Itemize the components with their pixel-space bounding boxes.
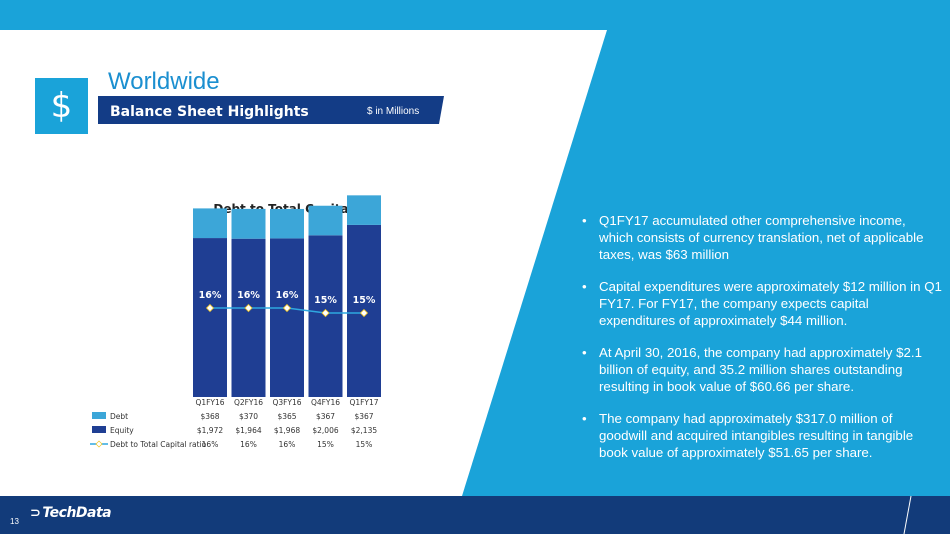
footer-divider-line (903, 495, 912, 534)
blue-top-strip (0, 0, 950, 30)
ratio-data-label: 16% (276, 290, 299, 301)
page-title: Worldwide (108, 68, 220, 95)
debt-table-value: $367 (354, 412, 373, 421)
ratio-point-marker (244, 303, 253, 313)
ratio-point-marker (282, 303, 292, 313)
section-subtitle: Balance Sheet Highlights (110, 104, 309, 120)
debt-bar (308, 205, 343, 236)
legend-key-ratio-marker (95, 440, 103, 448)
bullet-item: The company had approximately $317.0 mil… (582, 410, 942, 461)
category-tick-label: Q2FY16 (234, 398, 263, 407)
debt-table-value: $370 (239, 412, 258, 421)
debt-bar (347, 195, 381, 225)
debt-bar (231, 208, 266, 239)
ratio-table-value: 16% (240, 440, 257, 449)
logo-mark-icon: ⊃ (30, 506, 41, 521)
bullet-item: At April 30, 2016, the company had appro… (582, 344, 942, 395)
ratio-data-label: 16% (237, 290, 260, 301)
debt-bar (193, 208, 227, 239)
ratio-table-value: 15% (356, 440, 373, 449)
debt-bar (270, 208, 304, 239)
category-tick-label: Q3FY16 (272, 398, 301, 407)
bullet-list: Q1FY17 accumulated other comprehensive i… (582, 212, 942, 476)
ratio-table-value: 16% (279, 440, 296, 449)
category-tick-label: Q1FY16 (195, 398, 224, 407)
ratio-table-value: 16% (202, 440, 219, 449)
debt-table-value: $365 (277, 412, 296, 421)
legend-key-debt (92, 412, 106, 419)
ratio-table-value: 15% (317, 440, 334, 449)
units-label: $ in Millions (367, 106, 420, 117)
ratio-point-marker (205, 303, 215, 313)
equity-table-value: $2,135 (351, 426, 377, 435)
page-number: 13 (10, 517, 19, 526)
dollar-icon: $ (35, 78, 88, 134)
equity-table-value: $2,006 (312, 426, 338, 435)
equity-table-value: $1,972 (197, 426, 223, 435)
category-tick-label: Q1FY17 (349, 398, 378, 407)
ratio-data-label: 15% (353, 295, 376, 306)
navy-footer-bar (0, 496, 950, 534)
legend-key-equity (92, 426, 106, 433)
legend-label-ratio: Debt to Total Capital ratio (110, 440, 207, 449)
logo-text: TechData (42, 505, 112, 521)
equity-bar (193, 238, 227, 397)
equity-bar (231, 238, 266, 397)
subtitle-banner (98, 96, 444, 124)
bullet-item: Capital expenditures were approximately … (582, 278, 942, 329)
ratio-point-marker (321, 308, 330, 318)
ratio-point-marker (359, 308, 369, 318)
equity-table-value: $1,968 (274, 426, 300, 435)
debt-to-total-capital-chart: Debt to Total Capital 16%16%16%15%15%Q1F… (90, 195, 381, 449)
legend-label-equity: Equity (110, 426, 134, 435)
techdata-logo: ⊃ TechData (30, 505, 112, 521)
debt-table-value: $368 (200, 412, 219, 421)
ratio-data-label: 15% (314, 295, 337, 306)
legend-label-debt: Debt (110, 412, 128, 421)
ratio-data-label: 16% (199, 290, 222, 301)
category-tick-label: Q4FY16 (311, 398, 340, 407)
equity-table-value: $1,964 (235, 426, 261, 435)
equity-bar (270, 238, 304, 397)
bullet-item: Q1FY17 accumulated other comprehensive i… (582, 212, 942, 263)
debt-table-value: $367 (316, 412, 335, 421)
